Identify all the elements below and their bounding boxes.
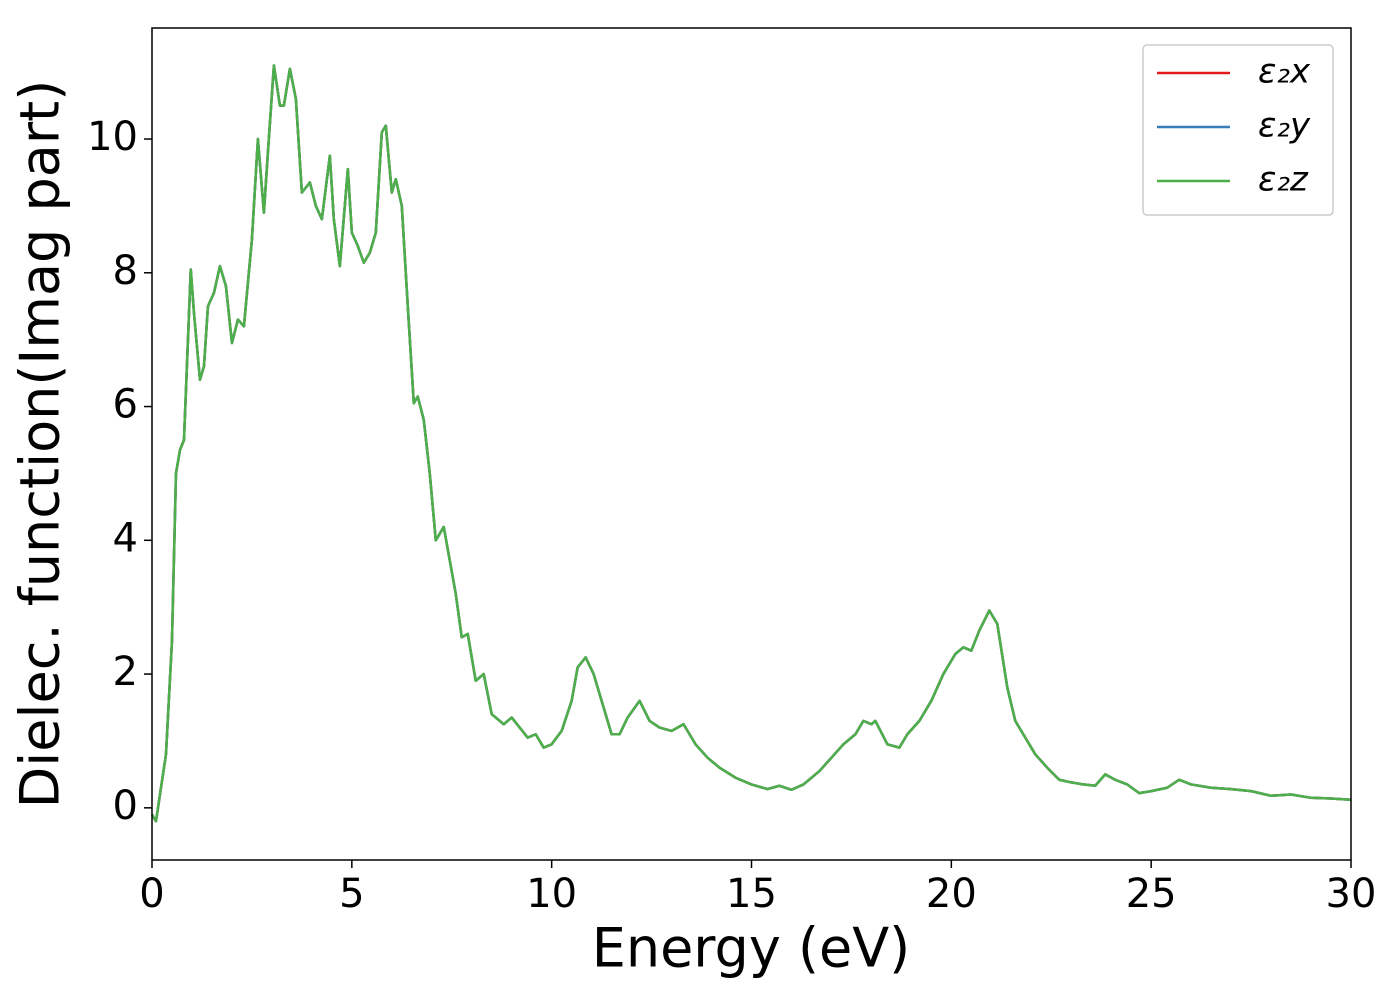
y-tick-label: 2	[113, 649, 138, 695]
x-tick-label: 0	[139, 871, 164, 917]
legend-label: ε₂x	[1258, 52, 1311, 92]
y-tick-label: 4	[113, 515, 138, 561]
x-tick-label: 10	[526, 871, 577, 917]
plot-frame	[151, 27, 1352, 861]
legend-label: ε₂y	[1258, 106, 1311, 146]
x-tick-label: 15	[726, 871, 777, 917]
x-tick-label: 5	[339, 871, 364, 917]
legend-label: ε₂z	[1258, 160, 1309, 200]
series-line	[150, 64, 1352, 823]
y-axis-label: Dielec. function(Imag part)	[9, 80, 72, 809]
y-tick-label: 8	[113, 248, 138, 294]
x-tick-label: 30	[1326, 871, 1377, 917]
legend-box	[1142, 44, 1334, 216]
y-tick-label: 10	[87, 114, 138, 160]
x-axis-label: Energy (eV)	[592, 917, 911, 980]
x-tick-label: 25	[1126, 871, 1177, 917]
y-tick-label: 0	[113, 783, 138, 829]
y-tick-label: 6	[113, 382, 138, 428]
x-tick-label: 20	[926, 871, 977, 917]
